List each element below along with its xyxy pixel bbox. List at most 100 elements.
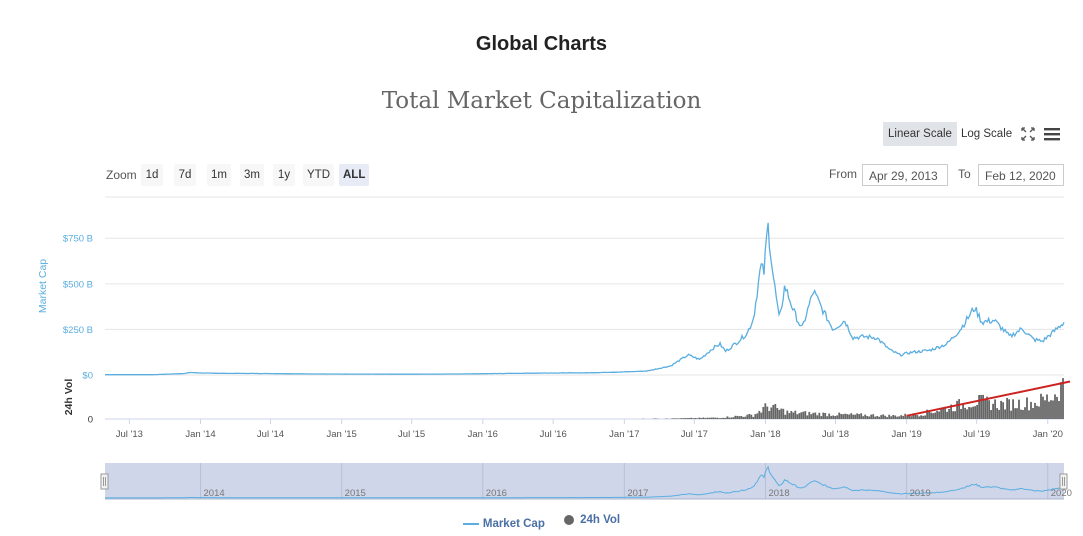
x-tick-label: Jul '15 [398,429,425,440]
volume-bar [778,409,781,419]
volume-bar [682,418,685,419]
volume-bar [1004,409,1006,419]
y-tick-label: $750 B [63,234,93,245]
legend-item-24h-vol[interactable]: 24h Vol [564,514,620,526]
navigator-handle-left[interactable] [100,473,109,490]
volume-bar [814,412,817,419]
volume-bar [676,418,679,419]
volume-bar [796,414,799,419]
x-tick-label: Jan '14 [185,429,215,440]
volume-bar [886,417,889,419]
range-from-input[interactable]: Apr 29, 2013 [862,164,948,186]
log-scale-button[interactable]: Log Scale [961,128,1013,140]
volume-bar [770,407,773,419]
volume-bar [818,412,821,419]
volume-bar [810,414,813,419]
zoom-button-7d[interactable]: 7d [174,164,196,186]
zoom-button-all[interactable]: ALL [339,164,370,186]
volume-bar [768,411,771,419]
legend-dot-swatch [564,515,575,525]
range-to-input[interactable]: Feb 12, 2020 [978,164,1064,186]
zoom-button-1m[interactable]: 1m [207,164,231,186]
volume-bar [920,415,922,419]
volume-bar [726,416,729,419]
navigator[interactable]: 2014 2015 2016 2017 2018 2019 2020 [100,463,1072,500]
zoom-button-1y[interactable]: 1y [273,164,295,186]
volume-bar [836,415,839,419]
x-tick-label: Jul '17 [681,429,708,440]
volume-bar [792,412,795,419]
volume-series [642,378,1064,419]
volume-bar [858,414,861,419]
volume-bar [696,418,699,419]
volume-bar [904,413,907,419]
volume-bar [954,411,956,419]
volume-tick-label: 0 [88,415,93,426]
zoom-button-3m[interactable]: 3m [240,164,264,186]
volume-bar [912,413,915,419]
volume-bar [786,410,789,419]
range-to-label: To [958,167,971,181]
volume-bar [944,406,946,419]
volume-bar [930,412,932,419]
volume-bar [688,418,691,419]
legend-item-market-cap[interactable]: Market Cap [462,518,545,530]
navigator-handle-right[interactable] [1059,473,1068,490]
x-tick-label: Jul '13 [116,429,143,440]
volume-bar [672,418,675,419]
menu-icon[interactable] [1042,124,1062,144]
volume-bar [764,403,767,419]
chart-title: Total Market Capitalization [381,88,702,114]
navigator-series-line [105,465,1065,499]
volume-bar [926,409,928,419]
y-tick-label: $250 B [63,325,93,336]
navigator-selection[interactable] [105,463,1064,499]
volume-bar [838,412,841,419]
volume-bar [956,400,958,419]
linear-scale-button[interactable]: Linear Scale [883,122,957,146]
volume-bar [990,410,992,419]
fullscreen-icon[interactable] [1018,124,1038,144]
volume-bar [1026,397,1028,419]
vol-axis-title: 24h Vol [63,379,75,416]
volume-bar [874,416,877,419]
legend-label-market-cap: Market Cap [482,518,545,530]
volume-bar [736,415,739,419]
volume-bar [866,416,869,419]
volume-bar [968,407,970,419]
x-tick-label: Jan '17 [609,429,639,440]
x-tick-label: Jul '18 [822,429,849,440]
volume-bar [962,403,964,419]
x-tick-labels: Jul '13 Jan '14 Jul '14 Jan '15 Jul '15 Jan '… [116,419,1063,440]
volume-bar [716,417,719,419]
volume-bar [932,413,934,419]
zoom-button-1d[interactable]: 1d [141,164,163,186]
x-tick-label: Jan '20 [1033,429,1063,440]
volume-bar [894,415,897,419]
volume-bar [1036,405,1038,419]
volume-bar [854,414,857,419]
volume-bar [828,413,831,419]
volume-bar [750,414,753,419]
volume-bar [816,415,819,419]
zoom-button-ytd[interactable]: YTD [303,164,334,186]
volume-bar [928,412,930,419]
volume-bar [766,406,769,419]
volume-bar [856,413,859,419]
volume-bar [720,418,723,419]
volume-bar [1058,401,1060,419]
volume-bar [1034,402,1036,419]
volume-bar [1040,393,1042,419]
volume-bar [870,414,873,419]
volume-bar [1054,394,1056,419]
zoom-label: Zoom [106,168,137,182]
volume-bar [916,415,919,419]
volume-bar [902,415,905,419]
volume-bar [896,416,899,419]
volume-bar [934,412,936,419]
volume-bar [760,412,763,419]
volume-bar [654,418,657,419]
volume-bar [958,399,960,419]
x-tick-label: Jan '18 [750,429,780,440]
